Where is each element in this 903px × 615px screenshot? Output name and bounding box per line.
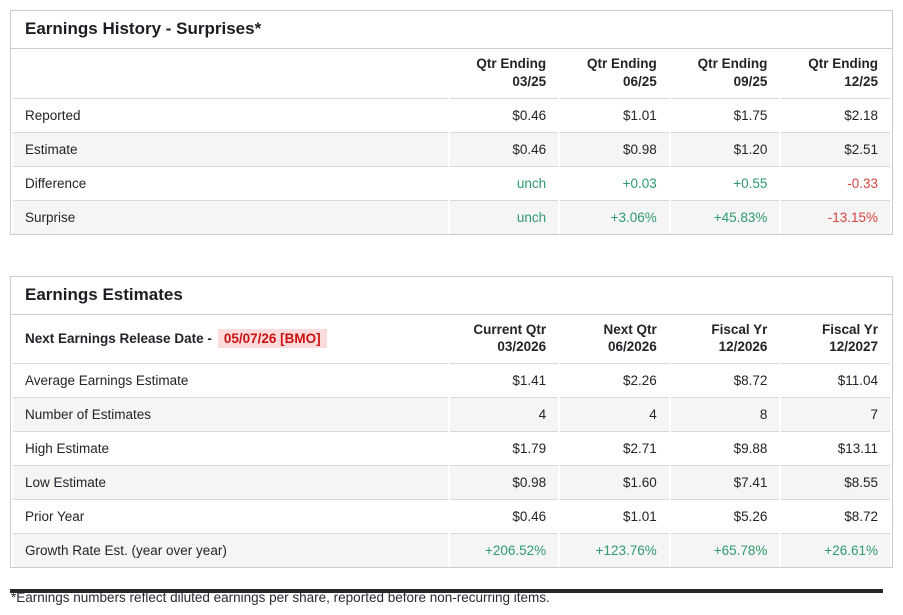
cell-value: $2.71: [560, 431, 669, 465]
table-row: Number of Estimates 4 4 8 7: [13, 397, 890, 432]
cell-value: 4: [560, 397, 669, 432]
cell-value: $1.79: [449, 431, 559, 465]
cell-value: -13.15%: [781, 199, 890, 234]
cell-value: $1.01: [560, 97, 669, 132]
earnings-history-table: Qtr Ending 03/25 Qtr Ending 06/25 Qtr Endi…: [11, 49, 892, 234]
cell-value: $1.01: [560, 499, 669, 533]
cell-value: $8.72: [670, 363, 780, 397]
cell-value: +3.06%: [560, 199, 669, 234]
cell-value: +45.83%: [670, 199, 780, 234]
next-earnings-release: Next Earnings Release Date - 05/07/26 [BM…: [13, 315, 448, 364]
row-label: Number of Estimates: [13, 397, 448, 432]
cell-value: +0.55: [670, 165, 780, 200]
table-row: Reported $0.46 $1.01 $1.75 $2.18: [13, 97, 890, 132]
earnings-estimates-section: Earnings Estimates Next Earnings Release…: [10, 275, 893, 569]
cell-value: 7: [781, 397, 890, 432]
row-label: Surprise: [13, 199, 448, 234]
bottom-bar: [10, 589, 883, 593]
header-row: Qtr Ending 03/25 Qtr Ending 06/25 Qtr Endi…: [13, 49, 890, 98]
cell-value: $9.88: [670, 431, 780, 465]
column-header-2: Qtr Ending 09/25: [697, 56, 768, 89]
cell-value: +123.76%: [560, 533, 669, 568]
earnings-history-section: Earnings History - Surprises* Qtr Ending…: [10, 10, 893, 235]
column-header-3: Fiscal Yr 12/2027: [821, 321, 878, 355]
header-row: Next Earnings Release Date - 05/07/26 [BM…: [13, 315, 890, 364]
cell-value: $0.46: [449, 97, 559, 132]
cell-value: $0.98: [449, 465, 559, 500]
row-label: Low Estimate: [13, 465, 448, 500]
column-header-0: Qtr Ending 03/25: [476, 56, 547, 89]
cell-value: $7.41: [670, 465, 780, 500]
cell-value: 4: [449, 397, 559, 432]
table-row: Surprise unch +3.06% +45.83% -13.15%: [13, 199, 890, 234]
table-row: Growth Rate Est. (year over year) +206.5…: [13, 533, 890, 568]
earnings-estimates-title: Earnings Estimates: [11, 277, 892, 315]
cell-value: $11.04: [781, 363, 890, 397]
row-label: Estimate: [13, 131, 448, 166]
cell-value: $13.11: [781, 431, 890, 465]
cell-value: $8.72: [781, 499, 890, 533]
cell-value: $2.26: [560, 363, 669, 397]
cell-value: 8: [670, 397, 780, 432]
cell-value: unch: [449, 199, 559, 234]
cell-value: -0.33: [781, 165, 890, 200]
cell-value: $1.20: [670, 131, 780, 166]
release-date-value: 05/07/26 [BMO]: [217, 328, 327, 348]
cell-value: $1.75: [670, 97, 780, 132]
table-row: High Estimate $1.79 $2.71 $9.88 $13.11: [13, 431, 890, 465]
cell-value: $1.41: [449, 363, 559, 397]
row-label: High Estimate: [13, 431, 448, 465]
table-row: Average Earnings Estimate $1.41 $2.26 $8…: [13, 363, 890, 397]
table-row: Difference unch +0.03 +0.55 -0.33: [13, 165, 890, 200]
column-header-1: Next Qtr 06/2026: [603, 321, 657, 355]
column-header-1: Qtr Ending 06/25: [587, 56, 657, 89]
cell-value: $2.51: [781, 131, 890, 166]
cell-value: $5.26: [670, 499, 780, 533]
earnings-estimates-table: Next Earnings Release Date - 05/07/26 [BM…: [11, 315, 892, 568]
row-label: Average Earnings Estimate: [13, 363, 448, 397]
cell-value: $8.55: [781, 465, 890, 500]
table-row: Low Estimate $0.98 $1.60 $7.41 $8.55: [13, 465, 890, 500]
column-header-3: Qtr Ending 12/25: [808, 56, 878, 89]
row-label: Growth Rate Est. (year over year): [13, 533, 448, 568]
row-label: Difference: [13, 165, 448, 200]
table-row: Estimate $0.46 $0.98 $1.20 $2.51: [13, 131, 890, 166]
column-header-0: Current Qtr 03/2026: [473, 321, 547, 355]
row-label: Reported: [13, 97, 448, 132]
cell-value: $1.60: [560, 465, 669, 500]
header-spacer: [13, 49, 448, 98]
cell-value: $0.46: [449, 499, 559, 533]
cell-value: unch: [449, 165, 559, 200]
column-header-2: Fiscal Yr 12/2026: [711, 321, 768, 355]
release-date-label: Next Earnings Release Date -: [25, 330, 212, 346]
row-label: Prior Year: [13, 499, 448, 533]
cell-value: +65.78%: [670, 533, 780, 568]
cell-value: +26.61%: [781, 533, 890, 568]
cell-value: $2.18: [781, 97, 890, 132]
cell-value: $0.98: [560, 131, 669, 166]
earnings-history-title: Earnings History - Surprises*: [11, 11, 892, 49]
cell-value: +0.03: [560, 165, 669, 200]
table-row: Prior Year $0.46 $1.01 $5.26 $8.72: [13, 499, 890, 533]
cell-value: $0.46: [449, 131, 559, 166]
cell-value: +206.52%: [449, 533, 559, 568]
